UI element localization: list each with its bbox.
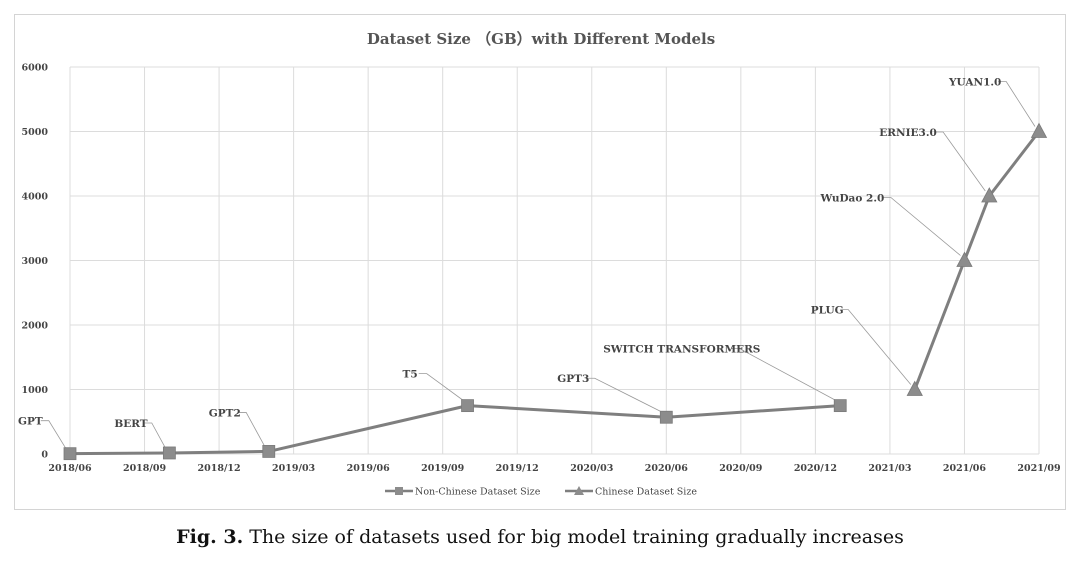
data-point-triangle: [981, 187, 998, 203]
x-tick-label: 2019/03: [272, 463, 315, 474]
x-tick-label: 2020/06: [645, 463, 689, 474]
y-tick-label: 4000: [22, 192, 49, 203]
series: [63, 122, 1048, 461]
caption-text: The size of datasets used for big model …: [243, 526, 904, 548]
label-leader: [840, 309, 912, 385]
data-label: PLUG: [811, 305, 844, 317]
legend-item-chinese: Chinese Dataset Size: [565, 486, 697, 498]
data-point-triangle: [956, 251, 973, 267]
x-tick-label: 2021/09: [1017, 463, 1061, 474]
legend: Non-Chinese Dataset Size Chinese Dataset …: [385, 486, 697, 498]
x-tick-label: 2021/06: [943, 463, 987, 474]
legend-label: Chinese Dataset Size: [595, 487, 697, 498]
y-tick-label: 2000: [22, 321, 49, 332]
x-tick-label: 2018/12: [198, 463, 241, 474]
label-leader: [882, 197, 961, 256]
data-label: WuDao 2.0: [819, 193, 884, 205]
data-label: ERNIE3.0: [879, 127, 937, 139]
series-line-chinese: [913, 130, 1041, 391]
x-tick-label: 2021/03: [868, 463, 911, 474]
line-chart: Dataset Size （GB）with Different Models 0…: [18, 30, 1061, 498]
data-label: GPT2: [209, 407, 241, 419]
legend-label: Non-Chinese Dataset Size: [415, 487, 541, 498]
data-point-square: [659, 410, 673, 424]
x-tick-label: 2019/09: [421, 463, 465, 474]
x-tick-label: 2020/03: [570, 463, 613, 474]
label-leader: [143, 422, 166, 449]
label-leader: [40, 420, 67, 449]
data-label: GPT3: [557, 373, 589, 385]
data-point-square: [262, 445, 276, 458]
data-label: GPT: [18, 416, 43, 428]
label-leader: [418, 373, 464, 401]
label-leader: [935, 131, 986, 192]
figure-caption: Fig. 3. The size of datasets used for bi…: [0, 526, 1080, 548]
x-tick-label: 2018/09: [123, 463, 167, 474]
label-leader: [998, 81, 1036, 127]
y-tick-label: 5000: [22, 127, 49, 138]
y-tick-label: 0: [41, 450, 48, 461]
legend-item-non-chinese: Non-Chinese Dataset Size: [385, 487, 541, 498]
point-labels: GPT BERT GPT2 T5 GPT3 SWITCH TRANSFORMERS PLUG…: [18, 77, 1001, 430]
label-leader: [731, 348, 837, 401]
y-tick-label: 3000: [22, 256, 49, 267]
data-point-square: [461, 399, 474, 413]
label-leader: [586, 377, 663, 413]
axes: 0 1000 2000 3000 4000 5000 6000 2018/06 2018/09 2…: [22, 63, 1061, 475]
data-point-triangle: [906, 380, 923, 396]
data-point-triangle: [1030, 122, 1048, 138]
data-label: SWITCH TRANSFORMERS: [603, 344, 760, 356]
data-point-square: [833, 399, 847, 413]
data-point-square: [162, 446, 176, 460]
chart-title: Dataset Size （GB）with Different Models: [367, 30, 715, 48]
grid: [69, 66, 1040, 455]
label-leaders: [40, 81, 1036, 449]
legend-triangle-icon: [574, 486, 584, 495]
data-point-square: [63, 447, 77, 461]
y-tick-label: 1000: [22, 385, 49, 396]
label-leader: [238, 412, 266, 447]
data-label: BERT: [114, 418, 147, 430]
legend-square-icon: [395, 487, 403, 495]
series-line-non-chinese: [69, 404, 841, 456]
y-tick-label: 6000: [22, 63, 49, 74]
data-label: T5: [403, 369, 418, 381]
x-tick-label: 2019/06: [347, 463, 391, 474]
x-tick-label: 2020/12: [794, 463, 837, 474]
x-tick-label: 2019/12: [496, 463, 539, 474]
x-tick-label: 2020/09: [719, 463, 763, 474]
x-tick-label: 2018/06: [48, 463, 92, 474]
caption-prefix: Fig. 3.: [176, 526, 244, 548]
data-label: YUAN1.0: [948, 77, 1001, 89]
chart-frame: Dataset Size （GB）with Different Models 0…: [14, 14, 1066, 510]
